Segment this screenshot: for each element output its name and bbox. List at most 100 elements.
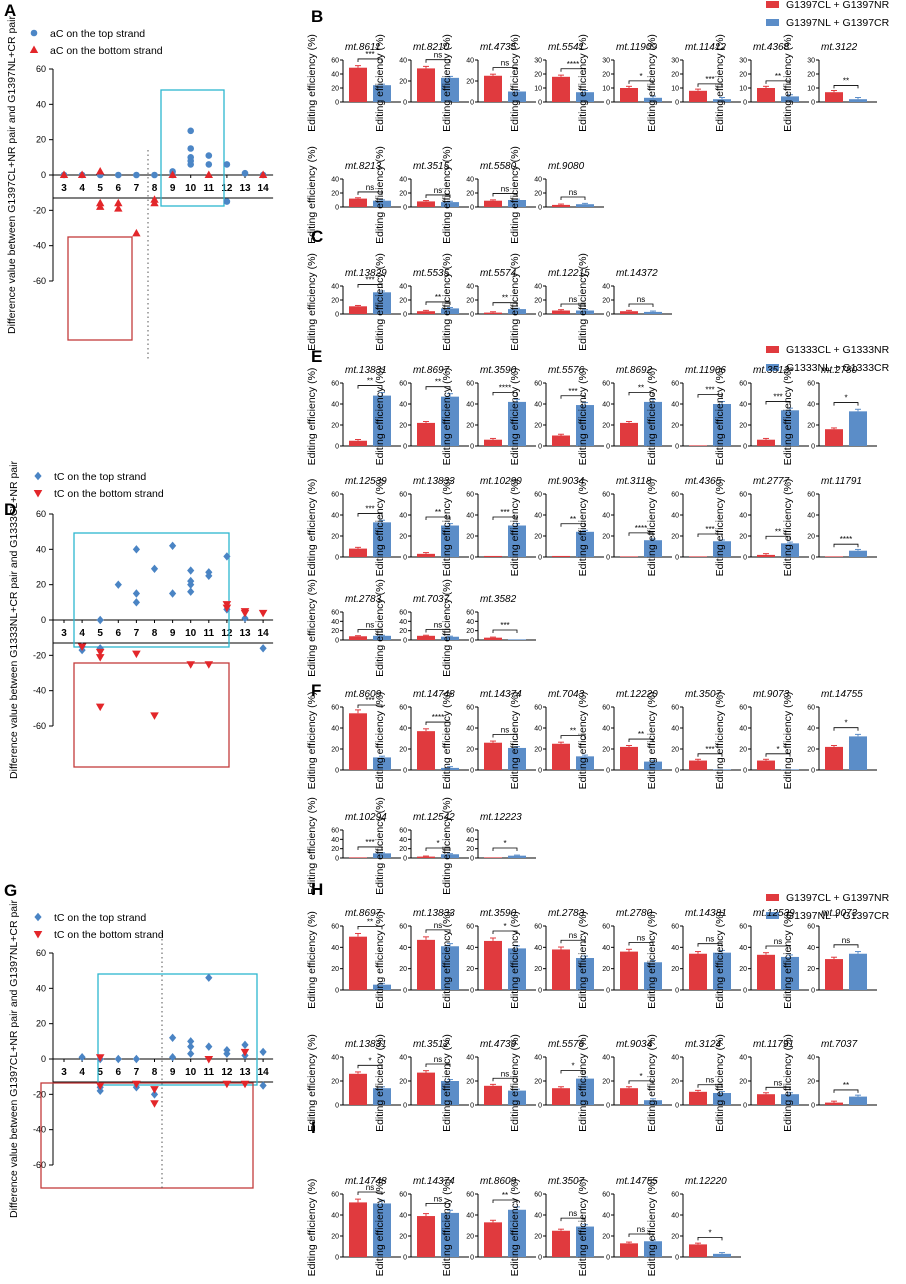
sig-label-H: ns xyxy=(706,935,714,944)
bar-y-tick-label-E: 60 xyxy=(534,492,542,499)
sig-label-B: **** xyxy=(567,60,579,69)
data-point-G xyxy=(204,1056,214,1064)
bar-y-tick-label-E: 20 xyxy=(739,534,747,541)
highlight-box-top-D xyxy=(73,532,230,648)
bar-title-H: mt.5576 xyxy=(548,1039,585,1050)
data-point-D xyxy=(187,587,195,596)
data-point-G xyxy=(150,1100,159,1108)
legend-label-red: G1397CL + G1397NR xyxy=(786,892,890,904)
bar-y-tick-label-F: 40 xyxy=(466,837,474,844)
bar-blue-B xyxy=(849,99,867,102)
data-point-A xyxy=(204,170,213,178)
bar-blue-E xyxy=(713,541,731,557)
bar-y-tick-label-F: 60 xyxy=(739,705,747,712)
bar-y-tick-label-H: 20 xyxy=(602,1079,610,1086)
y-tick-label-G: 40 xyxy=(36,983,46,993)
bar-y-tick-label-E: 40 xyxy=(807,513,815,520)
bar-y-tick-label-F: 40 xyxy=(602,726,610,733)
data-point-G xyxy=(169,1033,177,1042)
panel-letter-B: B xyxy=(311,7,323,26)
bar-y-label-F: Editing efficiency (%) xyxy=(714,692,726,790)
x-tick-label-G: 9 xyxy=(170,1067,176,1078)
bar-title-H: mt.2780 xyxy=(616,908,653,919)
sig-label-E: ** xyxy=(435,378,441,387)
bar-red-H xyxy=(757,1094,775,1105)
bar-blue-F xyxy=(441,767,459,770)
bar-y-tick-label-H: 60 xyxy=(331,924,339,931)
bar-y-tick-label-B: 40 xyxy=(399,177,407,184)
bar-y-label-E: Editing efficiency (%) xyxy=(714,479,726,577)
sig-label-I: ns xyxy=(366,1183,374,1192)
bar-blue-I xyxy=(576,1226,594,1257)
legend-marker-G xyxy=(34,912,42,922)
bar-y-tick-label-B: 60 xyxy=(331,58,339,65)
bar-y-tick-label-C: 20 xyxy=(466,298,474,305)
bar-y-tick-label-B: 30 xyxy=(602,58,610,65)
bar-y-label-I: Editing efficiency (%) xyxy=(646,1179,658,1277)
sig-bracket-H xyxy=(560,1070,586,1074)
bar-y-tick-label-E: 0 xyxy=(606,555,610,562)
bar-blue-H xyxy=(713,952,731,990)
bar-y-tick-label-E: 40 xyxy=(534,402,542,409)
data-point-D xyxy=(95,654,105,662)
bar-red-C xyxy=(620,311,638,314)
sig-bracket-H xyxy=(628,942,654,946)
bar-y-tick-label-H: 60 xyxy=(399,924,407,931)
sig-label-H: * xyxy=(503,922,506,931)
bar-y-tick-label-B: 20 xyxy=(534,72,542,79)
sig-label-E: ns xyxy=(366,620,374,629)
bar-title-E: mt.2783 xyxy=(345,594,382,605)
x-tick-label-A: 14 xyxy=(258,183,270,194)
highlight-box-top-A xyxy=(160,89,225,207)
bar-y-tick-label-I: 60 xyxy=(534,1192,542,1199)
bar-red-E xyxy=(417,422,435,446)
bar-y-tick-label-E: 20 xyxy=(331,423,339,430)
bar-y-tick-label-F: 20 xyxy=(331,747,339,754)
y-tick-label-A: 20 xyxy=(36,135,46,145)
sig-bracket-B xyxy=(492,193,518,197)
x-tick-label-D: 10 xyxy=(185,628,197,639)
bar-y-tick-label-F: 40 xyxy=(331,837,339,844)
bar-y-label-C: Editing efficiency (%) xyxy=(306,253,318,351)
data-point-D xyxy=(186,661,195,669)
bar-y-tick-label-E: 40 xyxy=(739,402,747,409)
bar-blue-F xyxy=(644,761,662,770)
x-tick-label-G: 8 xyxy=(152,1067,158,1078)
bar-y-label-H: Editing efficiency (%) xyxy=(306,911,318,1009)
bar-blue-B xyxy=(508,91,526,102)
x-tick-label-G: 10 xyxy=(185,1067,197,1078)
bar-red-F xyxy=(552,743,570,770)
bar-red-C xyxy=(417,311,435,314)
data-point-D xyxy=(205,571,213,581)
bar-y-tick-label-B: 40 xyxy=(399,58,407,65)
bar-y-tick-label-H: 40 xyxy=(807,945,815,952)
legend-label-G: tC on the top strand xyxy=(54,912,146,924)
sig-label-B: ns xyxy=(434,51,442,60)
bar-y-tick-label-H: 0 xyxy=(470,988,474,995)
data-point-G xyxy=(222,1080,232,1089)
bar-y-label-F: Editing efficiency (%) xyxy=(646,692,658,790)
bar-y-tick-label-E: 60 xyxy=(602,492,610,499)
bar-y-tick-label-B: 30 xyxy=(807,58,815,65)
bar-y-label-F: Editing efficiency (%) xyxy=(577,692,589,790)
bar-blue-E xyxy=(644,401,662,446)
bar-y-label-E: Editing efficiency (%) xyxy=(782,479,794,577)
legend-swatch-blue xyxy=(766,19,779,26)
bar-title-B: mt.3122 xyxy=(821,42,858,53)
sig-bracket-F xyxy=(357,704,383,708)
sig-bracket-F xyxy=(492,734,518,738)
bar-title-H: mt.11791 xyxy=(753,1039,794,1050)
bar-red-B xyxy=(552,76,570,102)
bar-y-tick-label-E: 60 xyxy=(466,381,474,388)
x-tick-label-D: 13 xyxy=(239,628,251,639)
sig-label-E: *** xyxy=(705,525,714,534)
bar-y-tick-label-I: 0 xyxy=(606,1255,610,1262)
sig-bracket-I xyxy=(628,1233,654,1237)
bar-y-tick-label-I: 60 xyxy=(671,1192,679,1199)
data-point-G xyxy=(240,1080,250,1089)
bar-y-tick-label-E: 60 xyxy=(807,381,815,388)
sig-label-B: ns xyxy=(366,183,374,192)
bar-y-label-B: Editing efficiency (%) xyxy=(306,34,318,132)
x-tick-label-G: 11 xyxy=(204,1067,215,1078)
y-tick-label-A: 0 xyxy=(41,170,46,180)
